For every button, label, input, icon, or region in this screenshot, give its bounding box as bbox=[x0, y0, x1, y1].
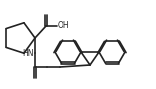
Text: OH: OH bbox=[58, 22, 69, 31]
Text: HN: HN bbox=[22, 49, 34, 57]
